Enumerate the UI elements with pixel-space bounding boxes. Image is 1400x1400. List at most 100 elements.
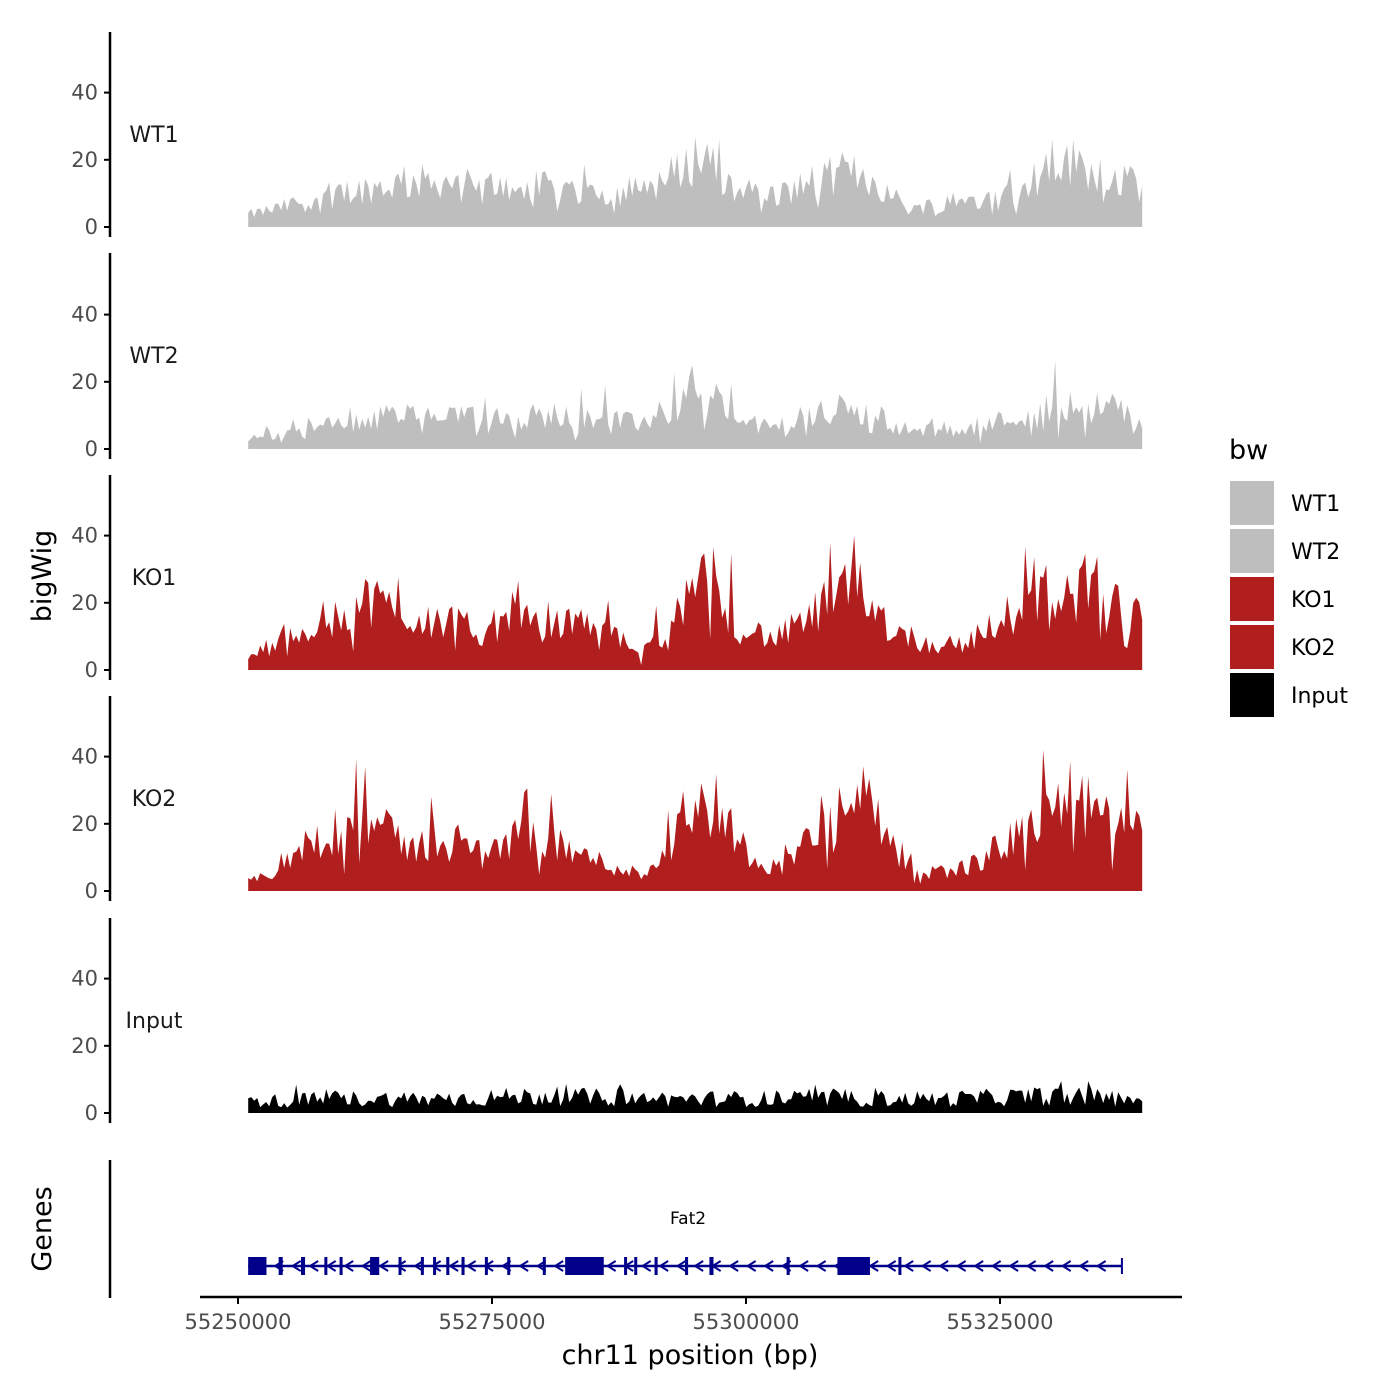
x-tick-label: 55250000: [185, 1310, 292, 1334]
signal-area-wt2: [248, 360, 1143, 449]
y-tick-label: 0: [85, 658, 98, 682]
signal-area-ko2: [248, 749, 1143, 891]
strand-arrow: [360, 1260, 372, 1272]
exon: [685, 1257, 689, 1275]
track-wt1: 0 20 40 WT1: [71, 32, 1143, 239]
track-ko2: 0 20 40 KO2: [71, 696, 1143, 903]
exon: [898, 1257, 902, 1275]
y-tick-label: 0: [85, 879, 98, 903]
y-tick-label: 40: [71, 81, 98, 105]
strand-arrow: [798, 1260, 809, 1272]
track-ko1: 0 20 40 KO1: [71, 475, 1143, 682]
exon: [248, 1257, 267, 1275]
y-tick-label: 20: [71, 591, 98, 615]
exon: [420, 1257, 424, 1275]
exon: [339, 1257, 343, 1275]
exon: [484, 1257, 488, 1275]
y-axis-title: bigWig: [27, 530, 58, 623]
legend-label: KO1: [1291, 588, 1336, 613]
x-tick-label: 55300000: [693, 1310, 800, 1334]
strand-arrow: [290, 1260, 302, 1272]
strand-arrow: [325, 1260, 337, 1272]
signal-area-wt1: [248, 136, 1143, 227]
track-label: KO1: [132, 566, 177, 591]
legend-label: WT2: [1291, 540, 1340, 565]
y-tick-label: 40: [71, 524, 98, 548]
exon: [324, 1257, 328, 1275]
track-input: 0 20 40 Input: [71, 918, 1143, 1125]
legend-key-ko2: [1228, 623, 1276, 671]
strand-arrow: [903, 1260, 914, 1272]
y-tick-label: 20: [71, 1034, 98, 1058]
strand-arrow: [745, 1260, 757, 1272]
x-axis-title: chr11 position (bp): [562, 1340, 819, 1371]
legend-key-wt1: [1228, 479, 1276, 527]
legend-key-wt2: [1228, 527, 1276, 575]
y-tick-label: 0: [85, 437, 98, 461]
strand-arrow: [1060, 1260, 1072, 1272]
track-label: KO2: [132, 787, 177, 812]
legend: bw WT1 WT2 KO1 KO2 Input: [1228, 435, 1348, 719]
strand-arrow: [728, 1260, 739, 1272]
y-tick-label: 0: [85, 215, 98, 239]
genes-panel-label: Genes: [27, 1186, 58, 1271]
strand-arrow: [815, 1260, 827, 1272]
strand-arrow: [973, 1260, 984, 1272]
y-tick-label: 40: [71, 967, 98, 991]
strand-arrow: [938, 1260, 949, 1272]
y-tick-label: 40: [71, 745, 98, 769]
legend-label: Input: [1291, 684, 1348, 709]
exon: [634, 1257, 638, 1275]
exon: [507, 1257, 511, 1275]
legend-key-input: [1228, 671, 1276, 719]
strand-arrow: [658, 1260, 669, 1272]
x-tick-label: 55325000: [947, 1310, 1054, 1334]
y-tick-label: 0: [85, 1101, 98, 1125]
exon: [786, 1257, 790, 1275]
legend-key-ko1: [1228, 575, 1276, 623]
exon: [624, 1257, 628, 1275]
exon: [433, 1257, 437, 1275]
track-label: WT2: [129, 344, 178, 369]
exon: [446, 1257, 450, 1275]
exon: [709, 1257, 714, 1275]
strand-arrow: [1025, 1260, 1037, 1272]
strand-arrow: [553, 1260, 564, 1272]
track-label: WT1: [129, 123, 178, 148]
exon: [654, 1257, 658, 1275]
track-label: Input: [126, 1009, 183, 1034]
exon: [370, 1257, 380, 1275]
exon: [565, 1257, 604, 1275]
legend-label: KO2: [1291, 636, 1336, 661]
strand-arrow: [413, 1260, 424, 1272]
y-tick-label: 40: [71, 303, 98, 327]
strand-arrow: [885, 1260, 897, 1272]
strand-arrow: [693, 1260, 704, 1272]
strand-arrow: [378, 1260, 389, 1272]
y-tick-label: 20: [71, 148, 98, 172]
strand-arrow: [343, 1260, 354, 1272]
y-tick-label: 20: [71, 370, 98, 394]
strand-arrow: [308, 1260, 319, 1272]
strand-arrow: [990, 1260, 1002, 1272]
strand-arrow: [518, 1260, 529, 1272]
track-wt2: 0 20 40 WT2: [71, 253, 1143, 461]
strand-arrow: [640, 1260, 652, 1272]
strand-arrow: [395, 1260, 407, 1272]
gene-name-label: Fat2: [670, 1209, 706, 1229]
strand-arrow: [605, 1260, 617, 1272]
strand-arrow: [763, 1260, 774, 1272]
x-tick-label: 55275000: [439, 1310, 546, 1334]
strand-arrow: [1043, 1260, 1054, 1272]
exon: [398, 1257, 402, 1275]
signal-area-ko1: [248, 535, 1143, 670]
strand-arrow: [430, 1260, 442, 1272]
strand-arrow: [868, 1260, 879, 1272]
strand-arrow: [1008, 1260, 1019, 1272]
signal-area-input: [248, 1081, 1143, 1113]
strand-arrow: [955, 1260, 967, 1272]
strand-arrow: [920, 1260, 932, 1272]
strand-arrow: [1095, 1260, 1107, 1272]
strand-arrow: [448, 1260, 459, 1272]
